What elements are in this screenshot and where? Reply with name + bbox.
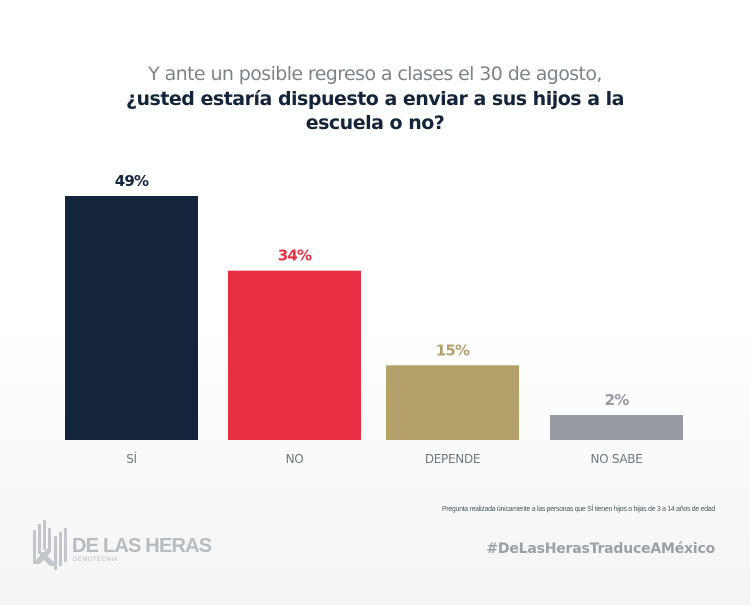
category-label-3: NO SABE (591, 452, 643, 466)
category-label-2: DEPENDE (425, 452, 480, 466)
hashtag: #DeLasHerasTraduceAMéxico (486, 541, 715, 557)
bar-1 (228, 270, 361, 440)
value-label-0: 49% (115, 172, 149, 190)
bar-0 (65, 196, 198, 440)
chart-title: Y ante un posible regreso a clases el 30… (0, 62, 750, 135)
value-label-3: 2% (605, 391, 630, 409)
bar-2 (386, 365, 519, 440)
logo-name: DE LAS HERAS (72, 535, 212, 557)
brand-logo: DE LAS HERAS DEMOTECNIA (32, 518, 212, 570)
category-label-1: NO (286, 452, 304, 466)
footnote: Pregunta realizada únicamente a las pers… (441, 506, 715, 513)
de-las-heras-logo-icon (33, 520, 67, 570)
value-label-2: 15% (436, 341, 470, 359)
logo-subtitle: DEMOTECNIA (73, 557, 119, 563)
chart-title-light: Y ante un posible regreso a clases el 30… (148, 63, 602, 85)
chart-title-bold: ¿usted estaría dispuesto a enviar a sus … (125, 88, 625, 134)
bar-3 (550, 415, 683, 440)
category-label-0: SÍ (126, 451, 137, 466)
value-label-1: 34% (278, 247, 312, 265)
